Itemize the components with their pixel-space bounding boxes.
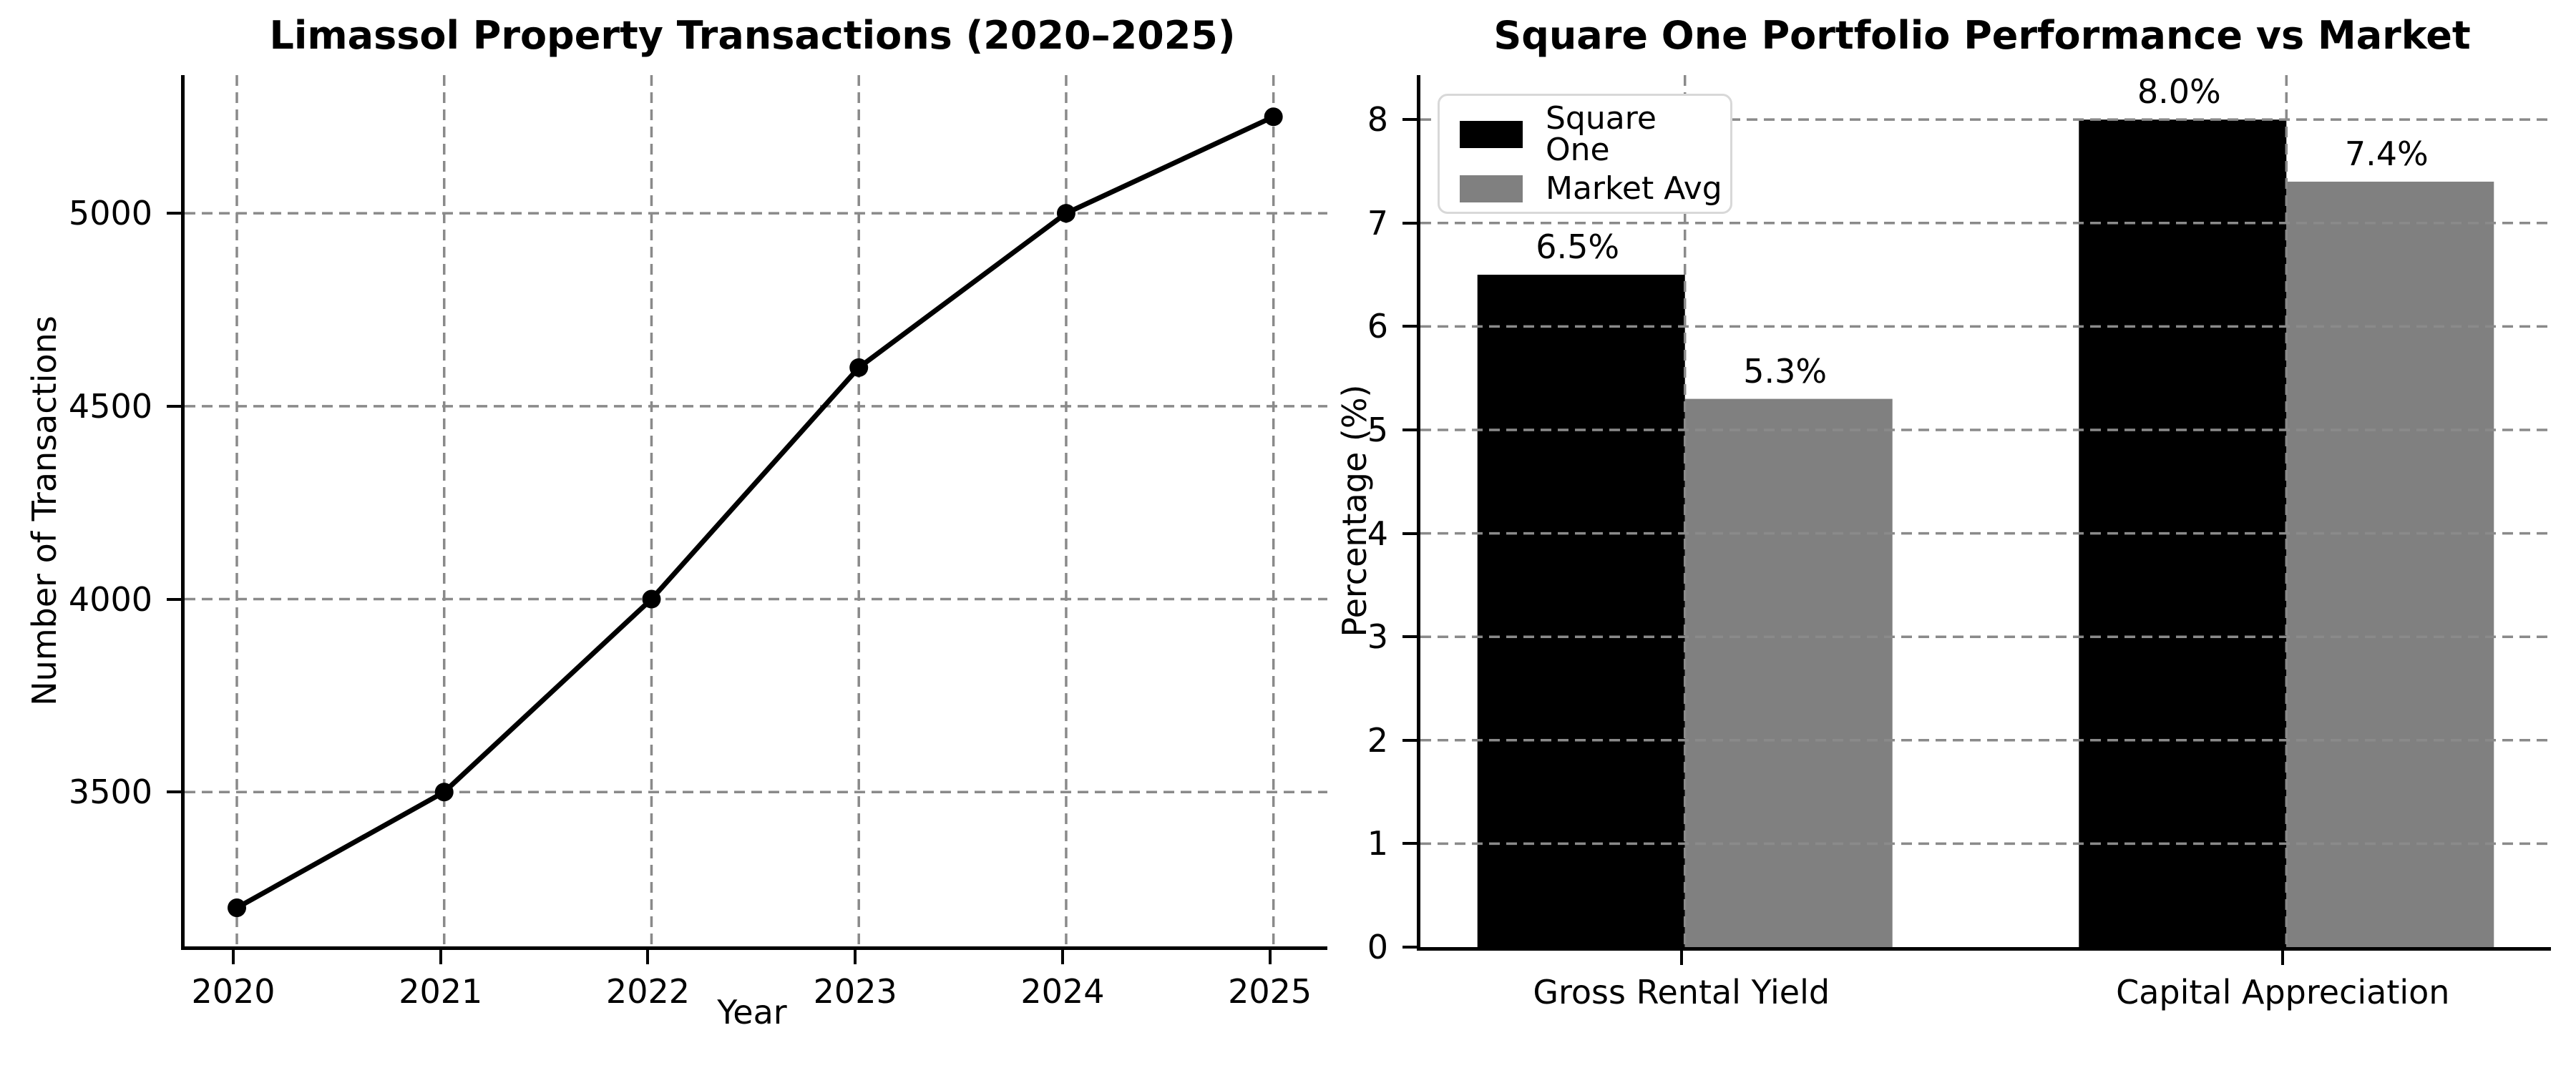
y-tick-mark bbox=[167, 790, 181, 794]
y-tick-label: 6 bbox=[1367, 307, 1388, 346]
y-tick-mark bbox=[1402, 428, 1417, 431]
y-tick-label: 4000 bbox=[68, 579, 152, 619]
x-tick-label: 2023 bbox=[813, 972, 897, 1011]
x-tick-label: 2022 bbox=[605, 972, 690, 1011]
y-tick-mark bbox=[1402, 738, 1417, 742]
y-tick-mark bbox=[1402, 842, 1417, 846]
left-plot-area bbox=[181, 75, 1327, 950]
y-tick-label: 4 bbox=[1367, 514, 1388, 553]
legend-label-market-avg: Market Avg bbox=[1546, 170, 1722, 207]
y-tick-label: 4500 bbox=[68, 386, 152, 426]
bar-chart-canvas bbox=[1420, 75, 2551, 947]
bar-value-label: 7.4% bbox=[2344, 134, 2429, 173]
left-y-axis-label: Number of Transactions bbox=[25, 315, 64, 706]
x-tick-mark bbox=[232, 950, 235, 964]
x-tick-mark bbox=[2281, 951, 2285, 965]
y-tick-mark bbox=[167, 404, 181, 408]
left-x-axis-label: Year bbox=[717, 993, 787, 1032]
legend-swatch-market-avg bbox=[1460, 175, 1523, 202]
y-tick-mark bbox=[1402, 221, 1417, 225]
x-tick-label: 2024 bbox=[1020, 972, 1105, 1011]
x-tick-label: 2025 bbox=[1228, 972, 1312, 1011]
y-tick-label: 0 bbox=[1367, 928, 1388, 966]
y-tick-label: 5 bbox=[1367, 410, 1388, 449]
x-tick-label: Capital Appreciation bbox=[2116, 973, 2450, 1011]
line-chart-canvas bbox=[185, 75, 1327, 946]
y-tick-label: 1 bbox=[1367, 824, 1388, 863]
left-chart-title: Limassol Property Transactions (2020–202… bbox=[269, 13, 1236, 58]
x-tick-mark bbox=[854, 950, 857, 964]
legend-row: Square One bbox=[1460, 103, 1730, 166]
right-plot-area bbox=[1417, 75, 2551, 951]
bar-value-label: 8.0% bbox=[2137, 72, 2221, 112]
y-tick-label: 3500 bbox=[68, 773, 152, 812]
y-tick-label: 3 bbox=[1367, 617, 1388, 657]
x-tick-mark bbox=[1268, 950, 1272, 964]
y-tick-label: 2 bbox=[1367, 720, 1388, 760]
x-tick-mark bbox=[1060, 950, 1064, 964]
legend-swatch-square-one bbox=[1460, 121, 1523, 148]
y-tick-mark bbox=[1402, 635, 1417, 639]
x-tick-mark bbox=[1679, 951, 1683, 965]
y-tick-mark bbox=[167, 597, 181, 601]
y-tick-mark bbox=[1402, 531, 1417, 535]
y-tick-mark bbox=[1402, 946, 1417, 949]
bar-value-label: 5.3% bbox=[1743, 351, 1828, 391]
y-tick-label: 8 bbox=[1367, 100, 1388, 139]
y-tick-mark bbox=[1402, 325, 1417, 328]
bar-value-label: 6.5% bbox=[1536, 227, 1620, 267]
y-tick-mark bbox=[1402, 118, 1417, 122]
x-tick-label: 2021 bbox=[399, 972, 483, 1011]
x-tick-mark bbox=[439, 950, 442, 964]
legend: Square One Market Avg bbox=[1438, 94, 1732, 214]
legend-label-square-one: Square One bbox=[1546, 100, 1657, 168]
y-tick-label: 5000 bbox=[68, 194, 152, 233]
legend-row: Market Avg bbox=[1460, 173, 1730, 205]
x-tick-mark bbox=[646, 950, 650, 964]
right-chart-title: Square One Portfolio Performance vs Mark… bbox=[1493, 13, 2471, 58]
x-tick-label: Gross Rental Yield bbox=[1533, 973, 1830, 1011]
y-tick-mark bbox=[167, 212, 181, 215]
y-tick-label: 7 bbox=[1367, 203, 1388, 242]
x-tick-label: 2020 bbox=[191, 972, 275, 1011]
